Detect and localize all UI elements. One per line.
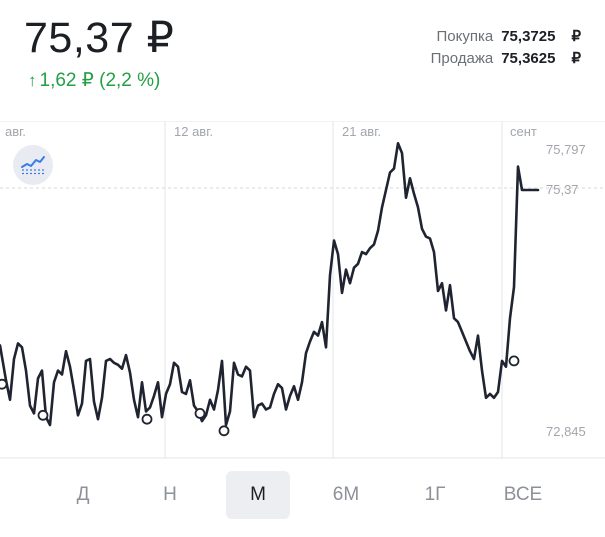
price-line xyxy=(0,141,540,427)
y-axis-label: 75,37 xyxy=(546,182,579,197)
buy-sell-rates: Покупка 75,3725 ₽ Продажа 75,3625 ₽ xyxy=(431,26,581,70)
event-marker[interactable] xyxy=(0,378,8,390)
sell-rate-row: Продажа 75,3625 ₽ xyxy=(431,48,581,70)
event-marker[interactable] xyxy=(218,425,230,437)
x-axis-label: авг. xyxy=(5,124,26,139)
sell-label: Продажа xyxy=(430,50,494,67)
event-marker[interactable] xyxy=(141,413,153,425)
period-selector: Д Н М 6М 1Г ВСЕ xyxy=(0,471,605,519)
event-marker[interactable] xyxy=(508,355,520,367)
period-6m-button[interactable]: 6М xyxy=(332,484,360,505)
period-day-button[interactable]: Д xyxy=(76,484,90,505)
rate-header: 75,37 ₽ ↑ 1,62 ₽ (2,2 %) Покупка 75,3725… xyxy=(0,0,605,120)
period-month-button[interactable]: М xyxy=(226,471,290,519)
arrow-up-icon: ↑ xyxy=(28,71,37,90)
period-all-button[interactable]: ВСЕ xyxy=(503,484,543,505)
x-axis-label: 21 авг. xyxy=(342,124,381,139)
y-axis-label: 75,797 xyxy=(546,142,586,157)
indicator-button[interactable] xyxy=(13,145,53,185)
price-line-layer xyxy=(0,141,540,427)
event-marker[interactable] xyxy=(194,407,206,419)
period-week-button[interactable]: Н xyxy=(163,484,177,505)
y-axis-label: 72,845 xyxy=(546,424,586,439)
sell-value: 75,3625 xyxy=(501,50,556,67)
buy-value: 75,3725 xyxy=(501,28,556,45)
event-marker[interactable] xyxy=(37,409,49,421)
price-change-value: 1,62 ₽ (2,2 %) xyxy=(39,70,161,91)
period-year-button[interactable]: 1Г xyxy=(424,484,446,505)
current-price: 75,37 ₽ xyxy=(24,14,175,62)
price-chart[interactable]: авг. 12 авг. 21 авг. сент 75,797 75,37 7… xyxy=(0,121,605,459)
trend-chart-icon xyxy=(21,156,45,175)
buy-rate-row: Покупка 75,3725 ₽ xyxy=(431,26,582,48)
price-change: ↑ 1,62 ₽ (2,2 %) xyxy=(28,69,160,93)
x-axis-label: сент xyxy=(510,124,537,139)
buy-currency: ₽ xyxy=(571,28,581,45)
price-chart-svg[interactable]: авг. 12 авг. 21 авг. сент 75,797 75,37 7… xyxy=(0,121,605,459)
x-axis-label: 12 авг. xyxy=(174,124,213,139)
marker-layer xyxy=(0,355,520,437)
sell-currency: ₽ xyxy=(571,50,581,67)
buy-label: Покупка xyxy=(436,28,494,45)
